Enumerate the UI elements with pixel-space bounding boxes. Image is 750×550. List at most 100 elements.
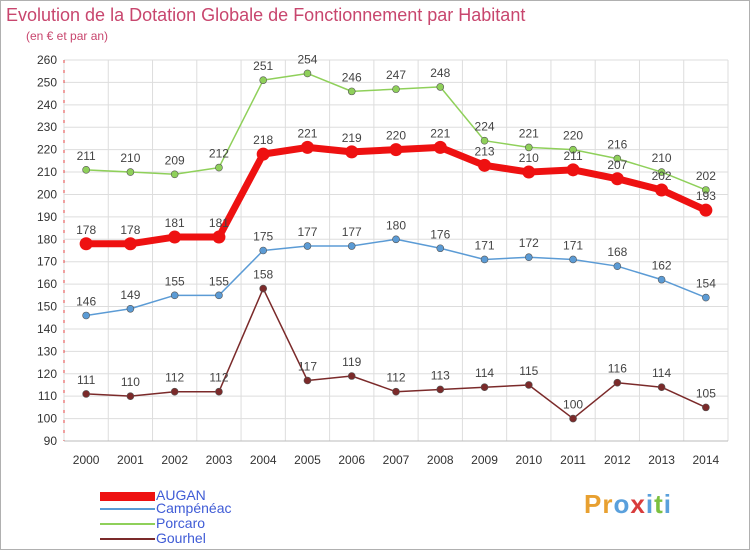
y-tick-label: 140	[37, 322, 57, 336]
data-point	[82, 390, 90, 398]
data-label: 119	[342, 355, 361, 369]
data-label: 248	[430, 66, 450, 80]
data-label: 117	[298, 359, 317, 373]
data-label: 209	[165, 153, 185, 167]
data-point	[613, 262, 622, 270]
data-label: 178	[120, 223, 140, 237]
y-tick-label: 170	[37, 255, 57, 269]
data-label: 100	[563, 398, 583, 412]
data-label: 218	[253, 133, 273, 147]
data-point	[259, 246, 268, 255]
data-point	[433, 140, 447, 154]
y-tick-label: 150	[37, 300, 57, 314]
data-point	[82, 166, 90, 174]
chart-subtitle: (en € et par an)	[26, 29, 109, 43]
data-label: 207	[607, 158, 627, 172]
data-point	[524, 143, 533, 152]
data-point	[300, 140, 314, 154]
data-label: 154	[696, 277, 716, 291]
x-tick-label: 2000	[73, 453, 100, 467]
x-tick-label: 2008	[427, 453, 454, 467]
data-label: 210	[652, 151, 672, 165]
y-tick-label: 130	[37, 344, 57, 358]
legend-label: AUGAN	[156, 487, 206, 503]
data-point	[613, 378, 622, 387]
data-label: 111	[77, 373, 96, 387]
data-label: 115	[519, 364, 538, 378]
x-tick-label: 2009	[471, 453, 498, 467]
data-label: 162	[652, 259, 672, 273]
data-label: 210	[519, 151, 539, 165]
y-tick-label: 250	[37, 75, 57, 89]
legend-label: Gourhel	[156, 530, 206, 546]
data-label: 180	[386, 218, 406, 232]
data-label: 211	[77, 149, 96, 163]
x-tick-label: 2003	[206, 453, 233, 467]
logo-letter: o	[613, 489, 631, 519]
y-tick-label: 240	[37, 98, 57, 112]
data-point	[569, 145, 577, 154]
legend-swatch	[100, 508, 155, 510]
data-point	[259, 76, 268, 84]
data-label: 114	[475, 366, 494, 380]
data-label: 212	[209, 147, 229, 161]
data-point	[303, 376, 312, 385]
data-point	[126, 168, 135, 176]
x-tick-label: 2002	[161, 453, 188, 467]
data-label: 224	[475, 120, 495, 134]
data-point	[123, 237, 137, 251]
y-tick-label: 260	[37, 53, 57, 67]
data-label: 113	[431, 368, 450, 382]
data-point	[392, 235, 400, 244]
y-tick-label: 220	[37, 143, 57, 157]
logo-letter: P	[584, 489, 603, 519]
data-point	[613, 154, 622, 163]
x-tick-label: 2001	[117, 453, 144, 467]
data-label: 202	[696, 169, 716, 183]
data-point	[392, 85, 400, 93]
data-label: 155	[165, 274, 185, 288]
data-point	[170, 387, 179, 396]
data-point	[259, 284, 268, 293]
y-tick-label: 210	[37, 165, 57, 179]
data-label: 220	[563, 129, 583, 143]
data-point	[480, 383, 489, 392]
data-point	[702, 293, 710, 302]
data-point	[569, 255, 577, 264]
data-label: 219	[342, 131, 362, 145]
data-label: 210	[120, 151, 140, 165]
data-point	[256, 147, 270, 161]
data-point	[303, 69, 312, 78]
x-tick-label: 2013	[648, 453, 675, 467]
legend-label: Campénéac	[156, 500, 232, 516]
logo-letter: r	[602, 489, 614, 519]
logo-letter: x	[630, 489, 646, 519]
data-label: 168	[607, 245, 627, 259]
data-label: 213	[475, 144, 495, 158]
data-point	[79, 237, 93, 251]
data-point	[524, 381, 533, 389]
data-label: 149	[120, 288, 140, 302]
data-label: 221	[297, 126, 317, 140]
data-point	[524, 253, 533, 262]
y-tick-label: 230	[37, 120, 57, 134]
data-label: 112	[386, 371, 405, 385]
data-label: 254	[297, 52, 317, 66]
data-label: 246	[342, 70, 362, 84]
legend-swatch	[100, 523, 155, 525]
data-label: 146	[76, 294, 96, 308]
data-label: 177	[342, 225, 362, 239]
data-label: 181	[209, 216, 229, 230]
x-tick-label: 2006	[338, 453, 365, 467]
data-label: 177	[297, 225, 317, 239]
legend-swatch	[100, 491, 155, 501]
y-tick-label: 180	[37, 232, 57, 246]
data-label: 221	[519, 126, 539, 140]
data-point	[170, 291, 179, 300]
plot-area	[64, 60, 728, 441]
data-point	[345, 145, 359, 159]
y-tick-label: 160	[37, 277, 57, 291]
data-point	[436, 385, 445, 394]
data-point	[212, 230, 226, 244]
